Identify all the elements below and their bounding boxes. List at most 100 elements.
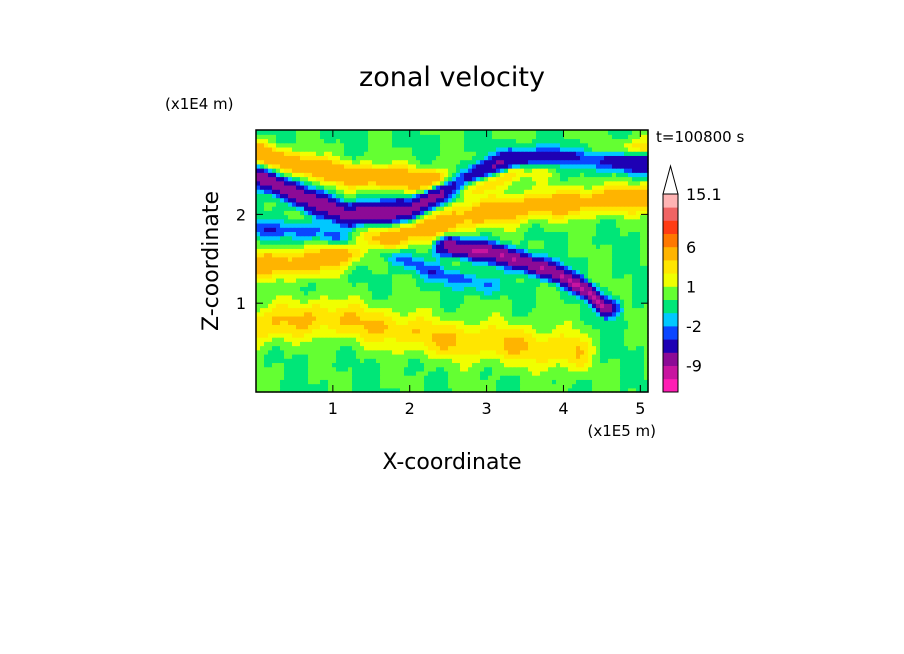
contour-cell <box>556 239 561 245</box>
contour-cell <box>460 214 465 220</box>
contour-cell <box>364 362 369 368</box>
contour-cell <box>624 201 629 207</box>
contour-cell <box>456 311 461 317</box>
contour-cell <box>420 201 425 207</box>
contour-cell <box>604 248 609 254</box>
contour-cell <box>372 184 377 190</box>
contour-cell <box>316 252 321 258</box>
contour-cell <box>392 286 397 292</box>
contour-cell <box>436 375 441 380</box>
contour-cell <box>388 265 393 271</box>
contour-cell <box>480 286 485 292</box>
contour-cell <box>352 184 357 190</box>
contour-cell <box>376 383 381 389</box>
contour-cell <box>428 387 433 393</box>
contour-cell <box>296 328 301 334</box>
contour-cell <box>532 286 537 292</box>
contour-cell <box>628 286 633 292</box>
contour-cell <box>276 227 281 233</box>
contour-cell <box>352 201 357 207</box>
contour-cell <box>448 375 453 380</box>
contour-cell <box>368 303 373 309</box>
contour-cell <box>444 231 449 237</box>
contour-cell <box>320 176 325 182</box>
contour-cell <box>496 256 501 262</box>
contour-cell <box>624 282 629 287</box>
contour-cell <box>508 324 513 330</box>
contour-cell <box>548 362 553 368</box>
contour-cell <box>628 206 633 211</box>
contour-cell <box>264 349 269 355</box>
contour-cell <box>360 189 365 194</box>
contour-cell <box>452 206 457 211</box>
contour-cell <box>264 290 269 296</box>
contour-cell <box>296 265 301 271</box>
contour-cell <box>572 282 577 287</box>
contour-cell <box>472 252 477 258</box>
contour-cell <box>604 244 609 249</box>
contour-cell <box>340 294 345 300</box>
contour-cell <box>280 235 285 241</box>
contour-cell <box>372 366 377 372</box>
contour-cell <box>644 303 649 309</box>
contour-cell <box>628 366 633 372</box>
contour-cell <box>364 383 369 389</box>
contour-cell <box>604 227 609 233</box>
contour-cell <box>328 294 333 300</box>
contour-cell <box>476 362 481 368</box>
contour-cell <box>448 206 453 211</box>
contour-cell <box>288 324 293 330</box>
contour-cell <box>492 345 497 351</box>
contour-cell <box>596 370 601 376</box>
contour-cell <box>272 218 277 224</box>
contour-cell <box>320 252 325 258</box>
contour-cell <box>344 235 349 241</box>
contour-cell <box>276 358 281 364</box>
contour-cell <box>420 303 425 309</box>
contour-cell <box>376 197 381 203</box>
contour-cell <box>588 180 593 186</box>
contour-cell <box>588 366 593 372</box>
contour-cell <box>328 193 333 199</box>
contour-cell <box>312 375 317 380</box>
contour-cell <box>372 235 377 241</box>
contour-cell <box>608 337 613 342</box>
contour-cell <box>304 231 309 237</box>
contour-cell <box>356 176 361 182</box>
contour-cell <box>604 324 609 330</box>
contour-cell <box>440 337 445 342</box>
contour-cell <box>620 341 625 347</box>
contour-cell <box>500 282 505 287</box>
contour-cell <box>296 269 301 275</box>
contour-cell <box>332 379 337 385</box>
contour-cell <box>628 294 633 300</box>
contour-cell <box>480 366 485 372</box>
contour-cell <box>632 201 637 207</box>
contour-cell <box>504 324 509 330</box>
contour-cell <box>384 387 389 393</box>
contour-cell <box>304 294 309 300</box>
contour-cell <box>460 189 465 194</box>
contour-cell <box>316 218 321 224</box>
contour-cell <box>368 341 373 347</box>
contour-cell <box>412 197 417 203</box>
contour-cell <box>260 294 265 300</box>
contour-cell <box>324 214 329 220</box>
contour-cell <box>300 261 305 266</box>
contour-cell <box>528 227 533 233</box>
contour-cell <box>480 273 485 279</box>
contour-cell <box>504 311 509 317</box>
contour-cell <box>324 349 329 355</box>
contour-cell <box>616 337 621 342</box>
contour-cell <box>408 358 413 364</box>
contour-cell <box>524 176 529 182</box>
contour-cell <box>532 299 537 304</box>
contour-cell <box>408 261 413 266</box>
contour-cell <box>548 349 553 355</box>
contour-cell <box>512 277 517 283</box>
contour-cell <box>572 214 577 220</box>
contour-cell <box>540 282 545 287</box>
contour-cell <box>400 235 405 241</box>
contour-cell <box>640 370 645 376</box>
contour-cell <box>384 222 389 228</box>
